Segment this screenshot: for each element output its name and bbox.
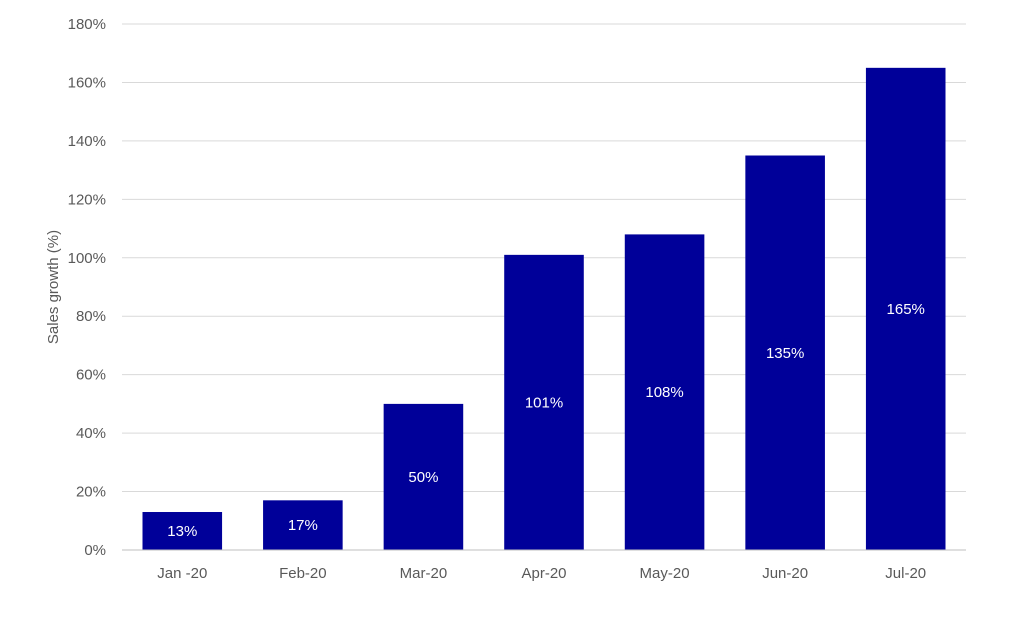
y-tick-label: 60% [76,367,106,384]
x-tick-label: Mar-20 [400,565,448,582]
y-tick-label: 40% [76,425,106,442]
y-tick-label: 80% [76,308,106,325]
x-tick-label: Jul-20 [885,565,926,582]
bar-data-label: 101% [525,394,563,411]
x-tick-label: Feb-20 [279,565,327,582]
x-tick-label: Jun-20 [762,565,808,582]
bar [383,403,464,550]
bar-data-labels: 13% 17% 50% 101% 108% 135% 165% [167,301,925,540]
bar-data-label: 165% [887,301,925,318]
x-tick-label: Jan -20 [157,565,207,582]
x-tick-label: Apr-20 [521,565,566,582]
bars [142,67,946,550]
x-axis-ticks: Jan -20 Feb-20 Mar-20 Apr-20 May-20 Jun-20 Jul… [157,565,926,582]
y-tick-label: 100% [68,250,106,267]
y-tick-label: 180% [68,16,106,33]
bar [624,234,705,550]
bar [142,512,223,550]
bar-data-label: 135% [766,345,804,362]
y-tick-label: 0% [84,542,106,559]
y-tick-label: 160% [68,74,106,91]
y-axis-ticks: 0% 20% 40% 60% 80% 100% 120% 140% 160% 180% [68,16,106,559]
y-tick-label: 120% [68,191,106,208]
bar-data-label: 17% [288,517,318,534]
y-tick-label: 140% [68,133,106,150]
bar [865,67,946,550]
bar-data-label: 108% [645,384,683,401]
bar [745,155,825,550]
bar-data-label: 13% [167,523,197,540]
bar [504,254,584,550]
bar [263,500,343,550]
x-tick-label: May-20 [640,565,690,582]
y-tick-label: 20% [76,484,106,501]
bar-data-label: 50% [408,469,438,486]
y-axis-title: Sales growth (%) [45,230,62,344]
